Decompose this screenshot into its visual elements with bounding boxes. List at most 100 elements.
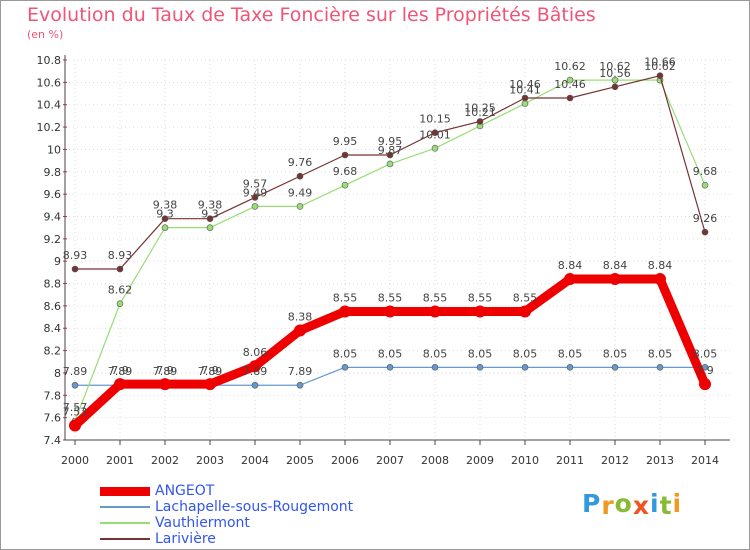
data-label: 8.55 [513,291,538,304]
data-label: 8.55 [378,291,403,304]
x-tick-label: 2013 [646,454,674,467]
data-point [296,172,304,180]
data-label: 7.9 [696,364,714,377]
data-point [341,364,349,371]
logo-letter: x [632,491,650,520]
x-tick-label: 2010 [511,454,539,467]
data-label: 10.15 [419,113,451,126]
y-tick-label: 9.6 [44,188,62,201]
y-tick-label: 9 [54,255,61,268]
y-tick-label: 10 [47,143,61,156]
x-tick-label: 2012 [601,454,629,467]
data-point [656,72,664,79]
data-label: 9.38 [198,199,223,212]
data-label: 9.49 [243,186,268,199]
data-point [294,324,306,337]
data-point [71,265,79,273]
y-tick-label: 8.2 [44,345,62,358]
plot-area [65,60,730,440]
x-tick-label: 2006 [331,454,359,467]
data-point [566,76,574,84]
data-point [609,273,621,286]
data-point [116,300,124,307]
x-tick-label: 2014 [691,454,719,467]
y-tick-label: 7.4 [44,434,62,447]
data-label: 10.62 [554,60,586,73]
data-point [296,203,304,210]
data-point [564,273,576,286]
data-label: 9.57 [243,177,268,190]
y-tick-label: 10.8 [37,54,62,67]
data-label: 8.84 [648,259,673,272]
x-tick-label: 2008 [421,454,449,467]
data-point [69,419,81,432]
data-point [431,364,439,371]
data-point [656,364,664,371]
data-point [161,215,169,223]
x-tick-label: 2009 [466,454,494,467]
data-label: 8.05 [423,347,448,360]
data-point [566,364,574,371]
data-label: 8.05 [558,347,583,360]
data-label: 10.56 [599,67,631,80]
data-point [701,181,709,189]
data-label: 7.9 [201,364,219,377]
y-tick-label: 8.4 [44,322,62,335]
chart-title: Evolution du Taux de Taxe Foncière sur l… [27,4,596,26]
data-label: 7.53 [63,405,88,418]
data-label: 7.89 [198,365,223,378]
y-tick-label: 10.6 [37,76,62,89]
data-label: 7.9 [111,364,129,377]
legend-swatch [100,486,150,496]
data-point [431,129,439,136]
y-tick-label: 10.2 [37,121,62,134]
x-tick-label: 2002 [151,454,179,467]
data-point [474,305,486,318]
y-tick-label: 8 [54,367,61,380]
data-point [521,100,529,107]
data-label: 8.05 [603,347,628,360]
y-tick-label: 9.8 [44,166,62,179]
legend-swatch [100,506,150,508]
data-label: 10.62 [599,60,631,73]
data-label: 9.38 [153,199,178,212]
x-tick-label: 2000 [61,454,89,467]
legend-label: Lachapelle-sous-Rougemont [155,499,354,515]
legend-swatch [100,522,150,524]
data-point [341,181,349,189]
data-label: 10.62 [644,60,676,73]
data-point [339,305,351,318]
chart-legend: ANGEOT Lachapelle-sous-Rougemont Vauthierm… [100,483,353,547]
data-point [251,203,259,210]
data-label: 8.05 [468,347,493,360]
data-label: 8.55 [423,291,448,304]
data-label: 7.89 [153,365,178,378]
data-label: 10.41 [509,84,541,97]
data-label: 10.46 [509,78,541,91]
data-point [611,83,619,91]
x-tick-label: 2003 [196,454,224,467]
logo-letter: t [659,491,673,520]
logo-letter: P [582,489,602,518]
data-label: 10.46 [554,78,586,91]
data-label: 9.68 [693,165,718,178]
data-label: 9.87 [378,144,403,157]
data-point [699,378,711,391]
data-point [114,378,126,391]
y-tick-label: 9.4 [44,210,62,223]
y-axis-unit-label: (en %) [27,28,64,41]
y-tick-label: 8.6 [44,300,62,313]
data-point [521,364,529,371]
legend-label: Larivière [155,531,216,547]
data-point [206,215,214,223]
data-point [611,76,619,84]
data-label: 8.84 [603,259,628,272]
data-point [476,364,484,371]
data-point [341,151,349,159]
x-tick-label: 2007 [376,454,404,467]
data-point [206,224,214,231]
data-point [296,381,304,389]
data-point [251,381,259,389]
data-point [429,305,441,318]
y-tick-label: 7.6 [44,412,62,425]
